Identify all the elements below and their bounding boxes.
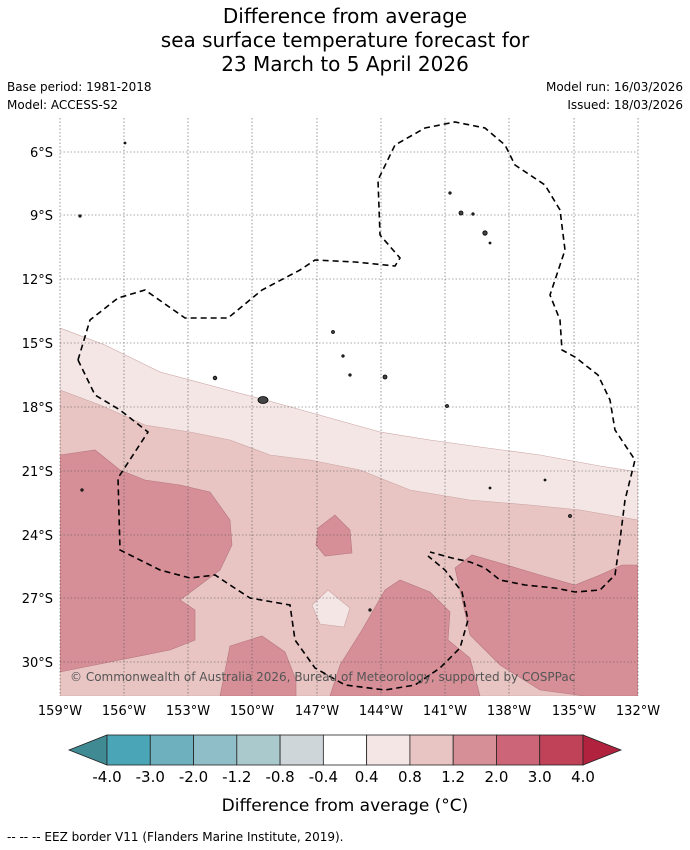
lon-label: 150°W bbox=[230, 704, 274, 719]
map-title: Difference from average sea surface temp… bbox=[0, 4, 690, 76]
island bbox=[568, 514, 572, 518]
colorbar-segment bbox=[193, 734, 238, 766]
lat-label: 9°S bbox=[30, 209, 53, 224]
colorbar-segment bbox=[452, 734, 497, 766]
lon-label: 153°W bbox=[166, 704, 210, 719]
eez-border-french-polynesia bbox=[77, 359, 469, 691]
colorbar-segment bbox=[279, 734, 324, 766]
island bbox=[471, 212, 475, 216]
island bbox=[212, 375, 218, 381]
colorbar-extend-high bbox=[582, 734, 623, 766]
colorbar-tick: 1.2 bbox=[441, 768, 465, 786]
colorbar-tick: 2.0 bbox=[485, 768, 509, 786]
anomaly-field bbox=[60, 118, 638, 696]
island bbox=[348, 373, 352, 377]
island bbox=[78, 214, 82, 218]
colorbar-tick: -2.0 bbox=[179, 768, 208, 786]
colorbar-segment bbox=[496, 734, 541, 766]
title-line-2: sea surface temperature forecast for bbox=[160, 28, 530, 52]
eez-borders bbox=[77, 121, 636, 691]
lon-label: 144°W bbox=[359, 704, 403, 719]
lat-label: 24°S bbox=[22, 529, 53, 544]
colorbar-label: Difference from average (°C) bbox=[222, 796, 469, 816]
colorbar bbox=[67, 734, 623, 766]
island bbox=[445, 404, 449, 408]
colorbar-segment bbox=[149, 734, 194, 766]
island bbox=[488, 241, 492, 245]
issued-date: Issued: 18/03/2026 bbox=[567, 98, 683, 112]
colorbar-segment bbox=[322, 734, 368, 766]
colorbar-tick: 0.8 bbox=[398, 768, 422, 786]
metadata-left: Base period: 1981-2018 Model: ACCESS-S2 bbox=[7, 78, 152, 114]
island bbox=[341, 354, 345, 358]
colorbar-segment bbox=[409, 734, 454, 766]
island bbox=[123, 141, 127, 145]
lon-label: 156°W bbox=[102, 704, 146, 719]
island bbox=[488, 486, 492, 490]
colorbar-tick-labels: -4.0 -3.0 -2.0 -1.2 -0.8 -0.4 0.4 0.8 1.2 2.0 3.0 4… bbox=[92, 768, 595, 786]
lat-label: 18°S bbox=[22, 401, 53, 416]
lon-label: 141°W bbox=[423, 704, 467, 719]
lon-label: 159°W bbox=[38, 704, 82, 719]
base-period: Base period: 1981-2018 bbox=[7, 80, 152, 94]
lon-label: 138°W bbox=[487, 704, 531, 719]
island bbox=[331, 330, 335, 334]
lat-label: 15°S bbox=[22, 337, 53, 352]
colorbar-tick: -0.8 bbox=[265, 768, 294, 786]
colorbar-segment bbox=[236, 734, 281, 766]
colorbar-tick: 0.4 bbox=[355, 768, 379, 786]
colorbar-tick: 3.0 bbox=[528, 768, 552, 786]
colorbar-tick: -4.0 bbox=[92, 768, 121, 786]
islands bbox=[78, 141, 572, 612]
lat-label: 27°S bbox=[22, 592, 53, 607]
lat-label: 30°S bbox=[22, 656, 53, 671]
colorbar-segment bbox=[366, 734, 411, 766]
model-name: Model: ACCESS-S2 bbox=[7, 98, 119, 112]
title-line-1: Difference from average bbox=[222, 4, 468, 28]
island bbox=[382, 374, 388, 380]
metadata-right: Model run: 16/03/2026 Issued: 18/03/2026 bbox=[546, 78, 683, 114]
colorbar-tick: -1.2 bbox=[222, 768, 251, 786]
island bbox=[543, 478, 547, 482]
island bbox=[448, 191, 452, 195]
band-1-2-2-0-south bbox=[219, 635, 297, 696]
island bbox=[482, 230, 488, 236]
lat-label: 21°S bbox=[22, 465, 53, 480]
lon-label: 147°W bbox=[295, 704, 339, 719]
colorbar-tick: -0.4 bbox=[309, 768, 338, 786]
lat-label: 12°S bbox=[22, 273, 53, 288]
band-0-4-0-8-patch bbox=[311, 589, 351, 628]
longitude-labels: 159°W 156°W 153°W 150°W 147°W 144°W 141°… bbox=[38, 704, 660, 719]
colorbar-tick: -3.0 bbox=[136, 768, 165, 786]
copyright-notice: © Commonwealth of Australia 2026, Bureau… bbox=[70, 670, 575, 684]
lon-label: 135°W bbox=[552, 704, 596, 719]
island bbox=[458, 210, 464, 216]
model-run: Model run: 16/03/2026 bbox=[545, 80, 683, 94]
colorbar-segment bbox=[106, 734, 151, 766]
eez-legend-note: -- -- -- EEZ border V11 (Flanders Marine… bbox=[7, 830, 344, 844]
band-1-2-2-0-southeast bbox=[329, 579, 481, 696]
island bbox=[368, 608, 372, 612]
colorbar-segment bbox=[539, 734, 584, 766]
band-1-2-2-0 bbox=[60, 449, 233, 673]
colorbar-extend-low bbox=[67, 734, 108, 766]
island-group bbox=[257, 396, 269, 404]
lat-label: 6°S bbox=[30, 146, 53, 161]
band-1-2-2-0-center bbox=[315, 514, 353, 557]
eez-border-cook-islands bbox=[77, 121, 636, 593]
latitude-labels: 6°S 9°S 12°S 15°S 18°S 21°S 24°S 27°S 30… bbox=[22, 146, 53, 671]
lon-label: 132°W bbox=[616, 704, 660, 719]
island bbox=[80, 488, 84, 492]
colorbar-tick: 4.0 bbox=[571, 768, 595, 786]
title-line-3: 23 March to 5 April 2026 bbox=[221, 52, 469, 76]
